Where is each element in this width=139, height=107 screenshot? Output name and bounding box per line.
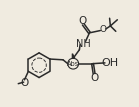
Text: O: O [100, 25, 107, 34]
Polygon shape [72, 54, 75, 58]
Text: NH: NH [76, 39, 91, 49]
Text: O: O [91, 73, 99, 82]
Text: Abs: Abs [67, 61, 79, 67]
Text: O: O [20, 78, 29, 88]
Text: O: O [78, 16, 87, 26]
Text: OH: OH [102, 58, 119, 68]
